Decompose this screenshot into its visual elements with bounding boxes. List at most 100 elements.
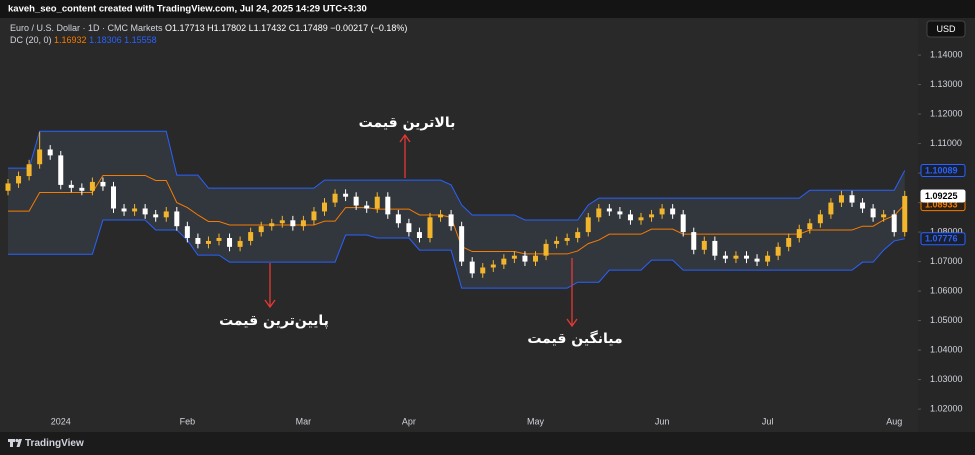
candle-body [79,187,85,191]
candle-body [712,240,718,256]
annotations: بالاترین قیمت پایین‌ترین قیمت میانگین قی… [219,115,623,347]
channel-upper [8,130,906,221]
candle-body [775,246,781,256]
price-label-box [920,232,966,246]
indicator-value: 1.18306 [89,35,122,45]
candle-body [480,267,486,274]
candle-body [722,255,728,259]
candle-body [817,214,823,224]
candle-body [26,164,32,177]
candle-body [617,211,623,215]
candle-body [216,237,222,241]
candle-body [828,202,834,215]
indicator: DC (20, 0) [10,35,52,45]
candle-body [121,208,127,212]
candle-body [543,243,549,256]
candle-body [796,229,802,238]
price-label: 1.10089 [925,165,958,175]
candle-body [469,261,475,274]
currency[interactable]: USD [936,24,956,34]
x-tick-label: Jul [762,416,774,426]
candle-body [427,217,433,238]
footer-brand: TradingView [25,438,84,449]
candle-body [163,211,169,218]
candle-body [290,220,296,227]
logo-part [10,439,13,447]
y-tick-label: 1.02000 [930,403,963,413]
channel-middle [8,174,906,255]
candle-body [638,217,644,221]
candle-body [860,202,866,209]
channel-lower [8,219,905,289]
candle-body [195,237,201,244]
price-label-box [920,189,966,203]
candle-body [765,255,771,262]
candle-body [132,208,138,212]
candle-body [501,258,507,265]
legend-symbol: Euro / U.S. Dollar · 1D · CMC Markets O1… [10,23,407,33]
candle-body [701,240,707,250]
x-tick-label: Jun [655,416,670,426]
candle-body [153,214,159,218]
candle-body [205,240,211,244]
x-tick-label: Aug [886,416,902,426]
candle-body [490,264,496,268]
candle-body [237,240,243,247]
price-label: 1.07776 [925,234,958,244]
logo-part [16,439,22,447]
plot-area [0,18,918,432]
x-tick-label: Feb [180,416,196,426]
candle-body [343,193,349,197]
candle-body [448,214,454,227]
candle-body [744,255,749,259]
candle-body [881,214,887,218]
x-tick-label: 2024 [51,416,71,426]
candle-body [849,195,855,203]
candle-body [522,255,528,262]
candle-body [89,181,95,191]
tv-logo [8,438,22,447]
candle-body [649,214,655,218]
arrow-head [264,299,276,309]
y-tick-label: 1.07000 [930,256,963,266]
ohlc: O1.17713 [165,23,205,33]
candle-body [111,186,116,209]
ohlc: C1.17489 [289,23,328,33]
candle-body [174,211,180,227]
candle-body [870,208,876,218]
candle-body [332,193,338,203]
candle-body [142,208,148,215]
ohlc: H1.17802 [207,23,246,33]
candle-body [596,208,602,218]
candle-body [680,214,686,233]
y-tick-label: 1.04000 [930,344,963,354]
candle-body [353,196,359,206]
candle-body [385,196,391,215]
annotation: بالاترین قیمت [359,115,456,131]
candle-body [838,195,844,203]
indicator-value: 1.15558 [124,35,157,45]
candle-body [279,220,285,224]
candle-body [58,155,64,185]
price-label: 1.08933 [925,199,958,209]
candle-body [554,240,560,244]
x-tick-label: Mar [296,416,312,426]
candle-body [691,232,697,250]
y-tick-label: 1.14000 [930,49,963,59]
candle-body [269,223,275,227]
candle-body [902,195,908,233]
candle-body [5,183,11,191]
candle-body [184,226,190,238]
candle-body [322,202,327,212]
candle-body [754,258,760,262]
y-tick-label: 1.12000 [930,108,963,118]
candle-body [438,214,444,218]
candle-body [659,208,665,215]
price-label-box [920,163,966,177]
price-label: 1.09225 [925,191,958,201]
candle-body [807,223,813,230]
currency-button[interactable] [926,20,966,38]
x-tick-label: Apr [402,416,416,426]
candle-body [227,237,233,247]
